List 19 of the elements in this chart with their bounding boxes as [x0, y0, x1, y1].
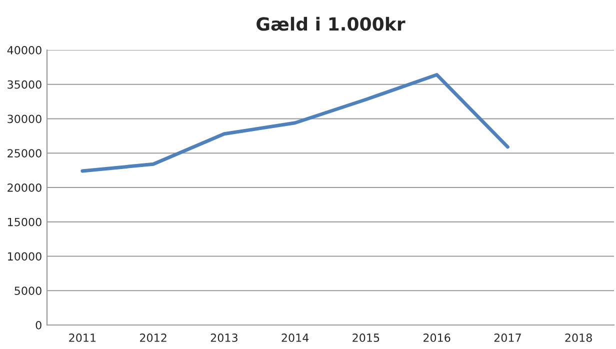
y-tick-label: 0: [36, 320, 42, 330]
y-tick-label: 35000: [8, 80, 42, 89]
x-tick-label: 2015: [352, 334, 380, 342]
y-tick-label: 25000: [8, 149, 42, 158]
x-tick-label: 2013: [210, 334, 238, 342]
x-tick-label: 2016: [423, 334, 450, 342]
chart-title: Gæld i 1.000kr: [256, 16, 406, 31]
y-tick-label: 15000: [8, 218, 42, 226]
y-tick-label: 5000: [14, 286, 42, 296]
x-tick-label: 2017: [494, 334, 521, 342]
y-tick-label: 30000: [8, 114, 42, 124]
x-tick-label: 2012: [140, 334, 166, 342]
line-series: [80, 73, 510, 173]
y-tick-label: 40000: [7, 46, 42, 54]
y-tick-label: 20000: [8, 183, 42, 192]
x-tick-label: 2011: [69, 334, 96, 342]
x-tick-label: 2014: [282, 334, 309, 342]
y-tick-label: 10000: [8, 252, 42, 261]
x-tick-label: 2018: [565, 334, 592, 342]
